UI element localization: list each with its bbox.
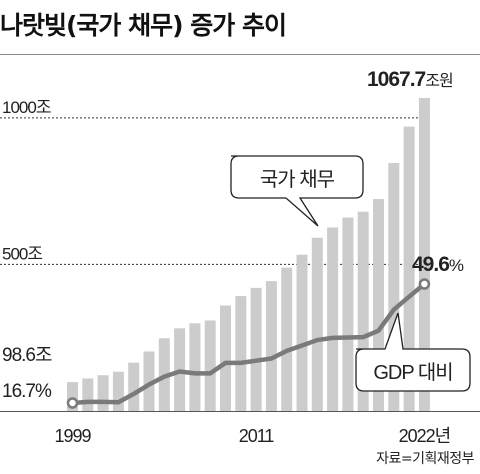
line-end-marker <box>418 278 431 290</box>
bar-last-value-label: 1067.7조원 <box>367 68 453 91</box>
bar-2007 <box>189 323 201 411</box>
line-first-value-label: 16.7% <box>2 381 52 402</box>
bar-callout-bubble <box>230 155 364 227</box>
bar-2020 <box>388 162 400 411</box>
bar-2022 <box>418 98 430 411</box>
bar-2012 <box>265 281 277 411</box>
x-tick-label: 2022년 <box>399 426 451 446</box>
bar-2010 <box>235 296 247 411</box>
bar-2001 <box>97 375 109 411</box>
bar-2016 <box>327 227 339 411</box>
line-last-value-number: 49.6 <box>412 253 449 276</box>
title-divider <box>0 54 480 55</box>
bar-2000 <box>82 378 94 411</box>
bar-2003 <box>128 362 140 411</box>
bar-1999 <box>67 382 78 411</box>
line-last-value-unit: % <box>449 256 464 275</box>
line-callout-label: GDP 대비 <box>373 361 452 384</box>
bar-2014 <box>296 254 308 411</box>
bar-2021 <box>403 126 415 411</box>
bar-2017 <box>342 217 354 411</box>
bar-2013 <box>281 267 293 411</box>
bar-2002 <box>112 371 124 411</box>
y-tick-label: 1000조 <box>2 98 51 117</box>
bar-2008 <box>204 320 216 411</box>
bar-first-value-label: 98.6조 <box>2 345 52 366</box>
bar-last-value-number: 1067.7 <box>367 68 426 91</box>
bar-2019 <box>373 199 384 411</box>
bar-2015 <box>311 237 323 411</box>
bar-2004 <box>143 351 155 411</box>
x-tick-label: 2011 <box>239 426 275 446</box>
bar-last-value-unit: 조원 <box>425 72 452 90</box>
line-start-marker <box>66 397 79 409</box>
bar-2009 <box>220 305 231 411</box>
x-tick-label: 1999 <box>54 426 91 446</box>
y-tick-label: 500조 <box>2 244 42 263</box>
bar-2011 <box>250 287 262 411</box>
bar-2018 <box>357 211 369 411</box>
line-callout-bubble <box>355 312 471 392</box>
line-last-value-label: 49.6% <box>412 253 464 276</box>
chart-title: 나랏빚(국가 채무) 증가 추이 <box>0 11 287 40</box>
gdp-ratio-line <box>70 281 427 406</box>
source-note: 자료=기획재정부 <box>376 451 474 467</box>
bar-callout-label: 국가 채무 <box>260 168 335 191</box>
